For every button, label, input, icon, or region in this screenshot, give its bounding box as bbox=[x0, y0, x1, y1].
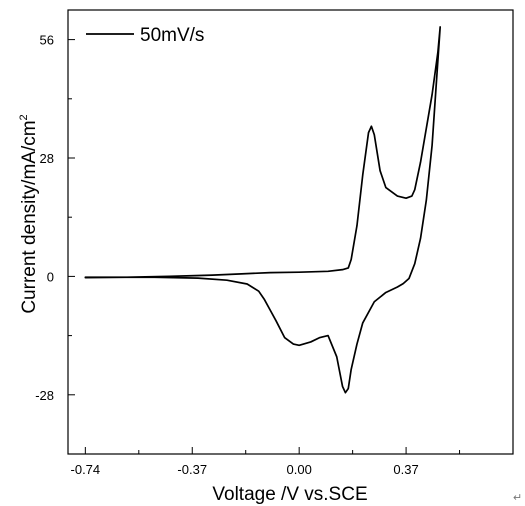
x-axis-title: Voltage /V vs.SCE bbox=[212, 484, 367, 505]
y-axis-title-sup: 2 bbox=[18, 114, 30, 120]
x-tick-label: -0.37 bbox=[177, 462, 207, 477]
series-line bbox=[84, 26, 442, 394]
x-tick-label: 0.37 bbox=[393, 462, 418, 477]
plot-frame bbox=[67, 9, 514, 455]
y-axis-title: Current density/mA/cm2 bbox=[18, 114, 40, 313]
y-axis-ticks: -28 0 28 56 bbox=[35, 33, 75, 403]
trailing-mark: ↵ bbox=[513, 492, 522, 504]
x-tick-label: 0.00 bbox=[287, 462, 312, 477]
y-tick-label: 28 bbox=[40, 151, 54, 166]
x-tick-label: -0.74 bbox=[71, 462, 101, 477]
y-tick-label: 56 bbox=[40, 33, 54, 48]
x-axis-ticks: -0.74 -0.37 0.00 0.37 bbox=[71, 447, 461, 477]
legend-label: 50mV/s bbox=[140, 25, 204, 46]
y-tick-label: 0 bbox=[47, 269, 54, 284]
y-tick-label: -28 bbox=[35, 388, 54, 403]
y-axis-title-main: Current density/mA/cm bbox=[19, 120, 40, 313]
